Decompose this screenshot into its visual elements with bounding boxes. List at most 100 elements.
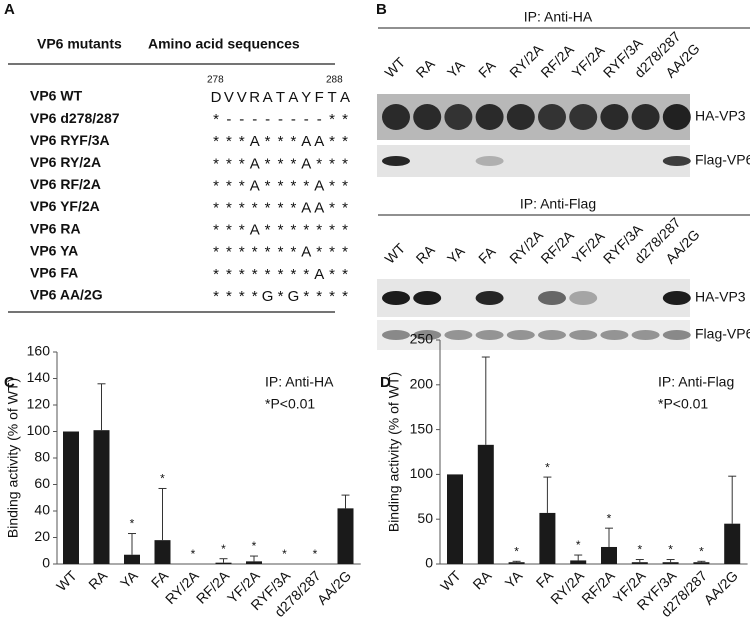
residue: * (329, 111, 335, 128)
band (662, 291, 691, 305)
significance-mark: * (130, 517, 135, 531)
bar (246, 561, 262, 564)
band (413, 330, 442, 340)
residue: V (237, 89, 247, 106)
mutant-name: VP6 FA (30, 265, 78, 281)
band (538, 291, 566, 305)
band-label: HA-VP3 (695, 289, 746, 305)
residue: - (252, 111, 257, 128)
table-header: Amino acid sequences (148, 36, 300, 52)
residue: A (301, 133, 311, 150)
residue: * (213, 244, 219, 261)
x-tick-label: WT (53, 567, 80, 594)
x-tick-label: FA (533, 567, 557, 591)
residue: * (226, 133, 232, 150)
band (662, 156, 691, 166)
residue: G (288, 288, 300, 305)
band (662, 104, 691, 130)
residue: * (316, 222, 322, 239)
band (475, 291, 504, 305)
residue: * (316, 155, 322, 172)
residue: A (314, 177, 324, 194)
residue: * (252, 266, 258, 283)
residue: * (290, 266, 296, 283)
residue: * (226, 266, 232, 283)
residue: * (226, 244, 232, 261)
x-tick-label: AA/2G (700, 567, 740, 607)
residue: * (290, 244, 296, 261)
bar (508, 562, 525, 564)
mutant-name: VP6 YF/2A (30, 198, 100, 214)
mutant-name: VP6 RA (30, 220, 81, 236)
band (382, 156, 410, 166)
y-tick-label: 250 (410, 331, 434, 347)
significance-mark: * (576, 538, 581, 552)
mutant-name: VP6 RF/2A (30, 176, 101, 192)
band (538, 330, 566, 340)
significance-mark: * (637, 543, 642, 557)
y-axis-label: Binding activity (% of WT) (386, 372, 402, 532)
band (506, 330, 535, 340)
residue: * (226, 288, 232, 305)
bar (662, 562, 679, 564)
lane-label: YA (444, 56, 468, 80)
x-tick-label: YA (502, 567, 526, 591)
bar (724, 523, 741, 564)
residue: * (239, 133, 245, 150)
band (569, 104, 598, 130)
residue: A (340, 89, 350, 106)
residue: * (342, 266, 348, 283)
y-tick-label: 0 (42, 555, 50, 571)
panel-label: C (4, 374, 15, 391)
residue: * (239, 244, 245, 261)
residue: * (239, 266, 245, 283)
residue: * (265, 244, 271, 261)
significance-mark: * (221, 542, 226, 556)
residue: * (329, 222, 335, 239)
band (538, 104, 566, 130)
residue: * (342, 133, 348, 150)
residue: * (252, 244, 258, 261)
y-tick-label: 20 (34, 528, 50, 544)
table-header: VP6 mutants (37, 36, 122, 52)
band (413, 291, 442, 305)
blot (377, 145, 690, 177)
residue: * (329, 199, 335, 216)
residue: - (317, 111, 322, 128)
residue: - (239, 111, 244, 128)
residue: A (288, 89, 298, 106)
section-title: IP: Anti-HA (524, 9, 593, 25)
residue: * (239, 199, 245, 216)
residue: * (290, 222, 296, 239)
y-tick-label: 0 (425, 555, 433, 571)
band-label: Flag-VP6 (695, 152, 750, 168)
bar (477, 444, 494, 564)
band (569, 330, 598, 340)
residue: * (213, 133, 219, 150)
lane-label: RA (413, 55, 439, 81)
bar (93, 430, 110, 564)
residue: * (303, 288, 309, 305)
residue: A (301, 244, 311, 261)
residue: - (226, 111, 231, 128)
lane-label: RF/2A (537, 41, 577, 81)
x-tick-label: RY/2A (547, 567, 587, 607)
residue: * (265, 199, 271, 216)
bar (631, 562, 648, 564)
mutant-name: VP6 YA (30, 242, 78, 258)
lane-label: YA (444, 242, 468, 266)
band (569, 291, 598, 305)
residue: * (252, 288, 258, 305)
significance-mark: * (252, 539, 257, 553)
residue: * (329, 177, 335, 194)
residue: D (211, 89, 222, 106)
residue: * (342, 288, 348, 305)
bar (570, 560, 587, 564)
band (475, 104, 504, 130)
residue: * (265, 266, 271, 283)
x-tick-label: AA/2G (314, 567, 354, 607)
residue: * (290, 133, 296, 150)
residue: * (290, 177, 296, 194)
residue: * (329, 244, 335, 261)
residue: * (316, 244, 322, 261)
